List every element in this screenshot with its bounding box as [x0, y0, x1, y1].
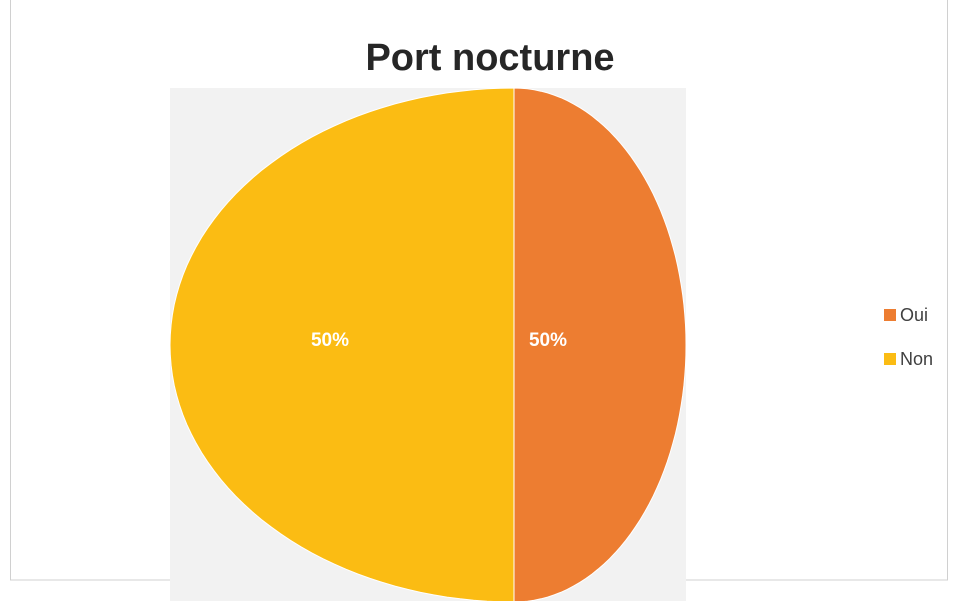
- data-label: 50%: [529, 330, 567, 351]
- legend-label: Non: [900, 349, 933, 369]
- pie-slice: [169, 87, 515, 603]
- chart-title: Port nocturne: [365, 37, 614, 79]
- legend-swatch: [884, 353, 896, 365]
- legend-swatch: [884, 309, 896, 321]
- pie-slice: [513, 87, 687, 603]
- data-label: 50%: [311, 330, 349, 351]
- legend-label: Oui: [900, 305, 928, 325]
